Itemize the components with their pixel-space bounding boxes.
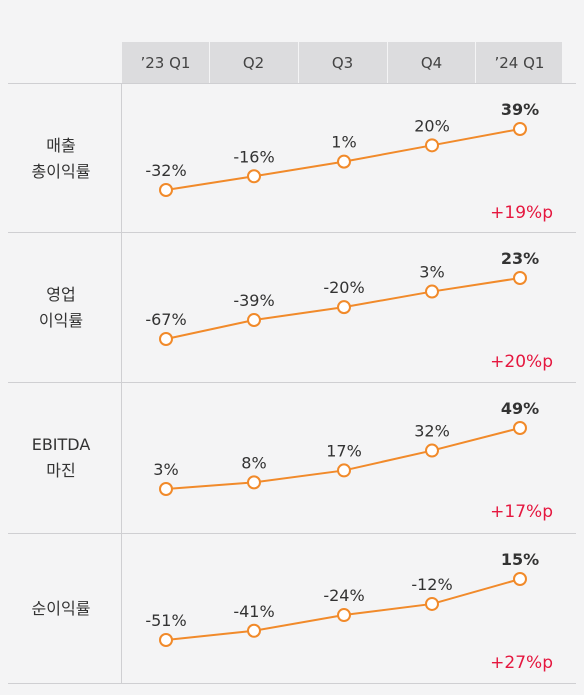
data-label: -67% [145,310,186,329]
header-separator [298,42,299,83]
data-label: 15% [501,550,539,569]
data-label: -51% [145,611,186,630]
data-point [425,596,439,611]
label-column-divider [121,83,122,683]
data-point [247,313,261,328]
change-label: +17%p [490,502,553,522]
data-label: 49% [501,399,539,418]
column-header: ’24 Q1 [494,53,545,72]
column-header: Q3 [331,53,354,72]
row-divider [8,533,576,534]
header-band [122,42,562,83]
data-label: -12% [411,575,452,594]
data-label: 20% [414,116,450,135]
data-point [425,443,439,458]
data-label: -39% [233,291,274,310]
data-label: -16% [233,147,274,166]
row-divider [8,683,576,684]
row-label: 순이익률 [0,534,122,684]
data-point [513,122,527,136]
data-point [159,633,173,647]
data-label: 1% [331,133,356,152]
data-label: -24% [323,586,364,605]
data-point [513,572,527,586]
data-point [159,332,173,346]
data-point [425,138,439,153]
row-label-line: 총이익률 [31,162,91,181]
change-label: +27%p [490,653,553,673]
data-label: 8% [241,453,266,472]
row-label-line: 매출 [46,136,76,155]
data-label: 32% [414,422,450,441]
data-point [513,421,527,435]
change-label: +19%p [490,203,553,223]
header-separator [209,42,210,83]
data-point [337,154,351,169]
data-point [425,284,439,299]
data-point [247,475,261,490]
data-label: -32% [145,161,186,180]
row-label-line: EBITDA [31,435,91,454]
data-point [159,183,173,197]
data-point [337,608,351,623]
data-label: 39% [501,100,539,119]
data-label: 3% [419,263,444,282]
column-header: Q2 [242,53,265,72]
data-point [513,271,527,285]
data-point [247,623,261,638]
data-label: 23% [501,249,539,268]
data-label: -41% [233,602,274,621]
row-label-line: 순이익률 [31,599,91,618]
row-label-line: 영업 [46,285,76,304]
data-point [247,169,261,184]
row-label-line: 이익률 [38,311,84,330]
row-divider [8,83,576,84]
row-divider [8,382,576,383]
row-label-line: 마진 [46,461,76,480]
data-label: 17% [326,441,362,460]
row-label: EBITDA 마진 [0,383,122,533]
data-label: 3% [153,460,178,479]
data-point [337,463,351,478]
column-header: Q4 [420,53,443,72]
row-divider [8,232,576,233]
data-label: -20% [323,278,364,297]
data-point [337,300,351,315]
column-header: ’23 Q1 [140,53,191,72]
header-separator [475,42,476,83]
data-point [159,482,173,496]
change-label: +20%p [490,352,553,372]
header-separator [387,42,388,83]
